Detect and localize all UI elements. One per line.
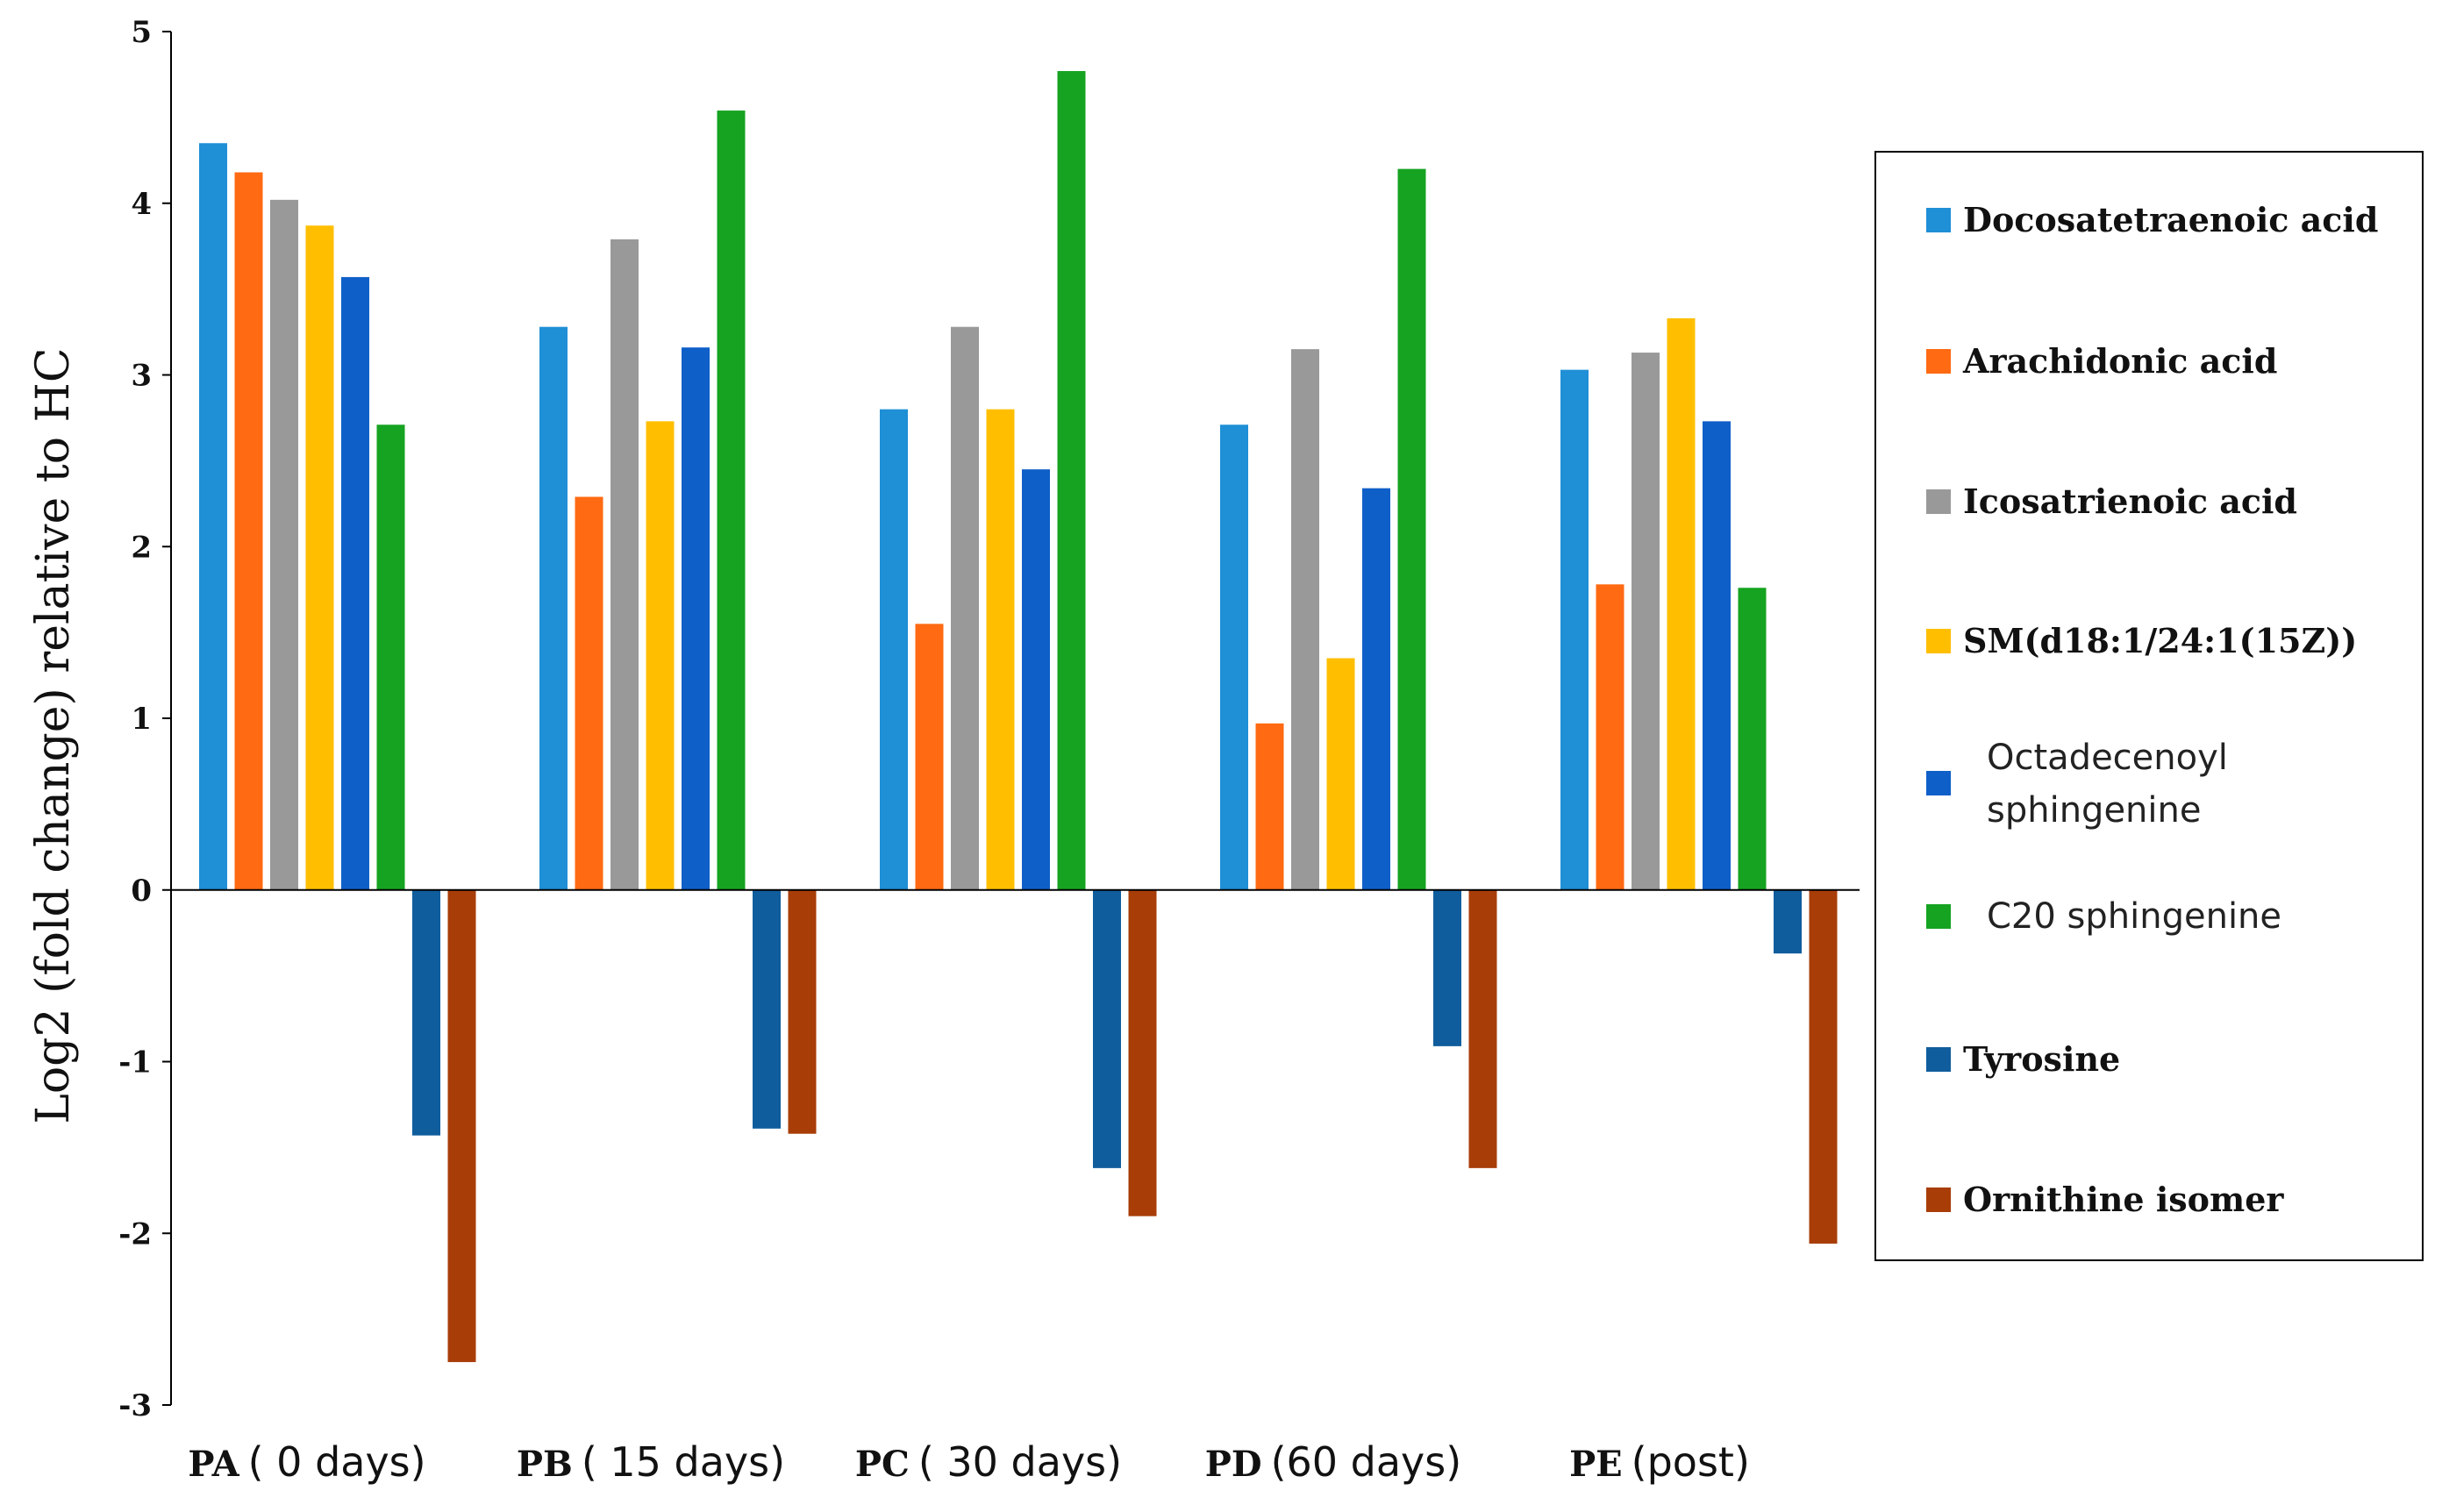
legend-swatch-octadecenoyl-sphingenine	[1926, 771, 1951, 795]
bar-tyrosine-pd	[1433, 889, 1461, 1046]
y-tick-label: -3	[118, 1388, 152, 1423]
x-tick-code: PD	[1205, 1444, 1262, 1485]
y-tick-label: -2	[118, 1216, 152, 1252]
bar-c20-sphingenine-pb	[717, 111, 746, 890]
x-tick-label-pe: PE (post)	[1569, 1438, 1750, 1486]
bar-docosatetraenoic-acid-pc	[880, 409, 908, 890]
x-tick-desc: ( 15 days)	[582, 1438, 785, 1486]
bar-icosatrienoic-acid-pd	[1291, 349, 1319, 890]
x-tick-desc: (60 days)	[1271, 1438, 1462, 1486]
bar-c20-sphingenine-pc	[1057, 71, 1086, 890]
bar-tyrosine-pa	[412, 889, 440, 1136]
legend-box	[1874, 151, 2424, 1261]
bar-arachidonic-acid-pd	[1255, 723, 1284, 890]
bar-c20-sphingenine-pa	[376, 424, 405, 890]
x-tick-label-pb: PB( 15 days)	[517, 1438, 785, 1486]
axes-group: -3 -2 -1 0 1 2 3 4 5	[118, 15, 1860, 1423]
bar-ornithine-isomer-pc	[1128, 889, 1157, 1216]
bar-octadecenoyl-sphingenine-pe	[1703, 421, 1731, 890]
bar-arachidonic-acid-pc	[915, 624, 944, 890]
x-tick-label-pc: PC( 30 days)	[855, 1438, 1122, 1486]
bar-octadecenoyl-sphingenine-pd	[1362, 488, 1390, 890]
legend-swatch-sm-d18-1-24-1-15z	[1926, 629, 1951, 653]
x-tick-code: PC	[855, 1444, 910, 1485]
legend-label-tyrosine: Tyrosine	[1963, 1039, 2120, 1079]
legend: Docosatetraenoic acid Arachidonic acid Ico…	[1874, 151, 2424, 1261]
bar-c20-sphingenine-pe	[1738, 588, 1767, 890]
y-tick-label: 5	[131, 15, 152, 50]
bar-ornithine-isomer-pd	[1468, 889, 1497, 1168]
y-tick-label: -1	[118, 1045, 152, 1081]
bar-arachidonic-acid-pe	[1596, 584, 1624, 890]
bar-octadecenoyl-sphingenine-pa	[341, 276, 369, 890]
y-axis-title-group: Log2 (fold change) relative to HC	[27, 347, 80, 1123]
bar-arachidonic-acid-pb	[575, 496, 603, 890]
y-tick-label: 2	[131, 530, 152, 565]
bar-ornithine-isomer-pe	[1809, 889, 1838, 1244]
legend-swatch-tyrosine	[1926, 1047, 1951, 1072]
bar-ornithine-isomer-pb	[788, 889, 817, 1134]
x-tick-code: PA	[188, 1444, 239, 1485]
bar-docosatetraenoic-acid-pe	[1560, 369, 1589, 890]
bar-arachidonic-acid-pa	[234, 172, 263, 890]
x-tick-code: PB	[517, 1444, 573, 1485]
y-tick-label: 3	[131, 359, 152, 394]
x-tick-code: PE	[1569, 1444, 1623, 1485]
bar-tyrosine-pc	[1093, 889, 1121, 1168]
x-tick-label-pd: PD (60 days)	[1205, 1438, 1461, 1486]
y-tick-label: 1	[131, 702, 152, 737]
bar-ornithine-isomer-pa	[447, 889, 476, 1363]
legend-swatch-icosatrienoic-acid	[1926, 489, 1951, 514]
legend-label-ornithine-isomer: Ornithine isomer	[1963, 1180, 2284, 1219]
bars-group	[199, 71, 1838, 1363]
x-tick-label-pa: PA( 0 days)	[188, 1438, 425, 1486]
bar-icosatrienoic-acid-pe	[1632, 353, 1660, 890]
legend-label-icosatrienoic-acid: Icosatrienoic acid	[1963, 481, 2297, 521]
legend-swatch-docosatetraenoic-acid	[1926, 208, 1951, 232]
legend-label-sm-d18-1-24-1-15z: SM(d18:1/24:1(15Z))	[1963, 621, 2357, 660]
legend-swatch-ornithine-isomer	[1926, 1187, 1951, 1212]
bar-docosatetraenoic-acid-pb	[539, 326, 568, 890]
y-tick-label: 0	[131, 874, 152, 909]
bar-tyrosine-pe	[1774, 889, 1802, 954]
bar-icosatrienoic-acid-pa	[270, 199, 298, 890]
bar-docosatetraenoic-acid-pa	[199, 143, 227, 890]
legend-label-line: sphingenine	[1987, 790, 2201, 831]
legend-label-docosatetraenoic-acid: Docosatetraenoic acid	[1963, 200, 2378, 239]
legend-swatch-c20-sphingenine	[1926, 904, 1951, 929]
legend-swatch-arachidonic-acid	[1926, 349, 1951, 374]
x-tick-desc: (post)	[1632, 1438, 1750, 1486]
bar-c20-sphingenine-pd	[1397, 168, 1426, 890]
bar-icosatrienoic-acid-pb	[610, 239, 639, 890]
bar-octadecenoyl-sphingenine-pc	[1022, 469, 1050, 890]
bar-tyrosine-pb	[753, 889, 781, 1129]
bar-octadecenoyl-sphingenine-pb	[682, 347, 710, 890]
y-axis-title: Log2 (fold change) relative to HC	[27, 347, 80, 1123]
bar-sm-d18-1-24-1-15z-pc	[986, 409, 1015, 890]
legend-label-c20-sphingenine: C20 sphingenine	[1987, 896, 2281, 937]
bar-sm-d18-1-24-1-15z-pe	[1667, 317, 1696, 890]
bar-icosatrienoic-acid-pc	[951, 326, 979, 890]
x-tick-desc: ( 30 days)	[918, 1438, 1122, 1486]
x-axis-labels: PA( 0 days) PB( 15 days) PC( 30 days) PD (60…	[188, 1438, 1750, 1486]
x-tick-desc: ( 0 days)	[248, 1438, 426, 1486]
bar-sm-d18-1-24-1-15z-pd	[1326, 658, 1355, 890]
bar-docosatetraenoic-acid-pd	[1220, 424, 1248, 890]
y-tick-label: 4	[131, 187, 152, 222]
bar-sm-d18-1-24-1-15z-pa	[305, 225, 334, 890]
legend-label-arachidonic-acid: Arachidonic acid	[1962, 341, 2277, 381]
legend-label-line: Octadecenoyl	[1987, 738, 2228, 778]
bar-sm-d18-1-24-1-15z-pb	[646, 421, 675, 890]
